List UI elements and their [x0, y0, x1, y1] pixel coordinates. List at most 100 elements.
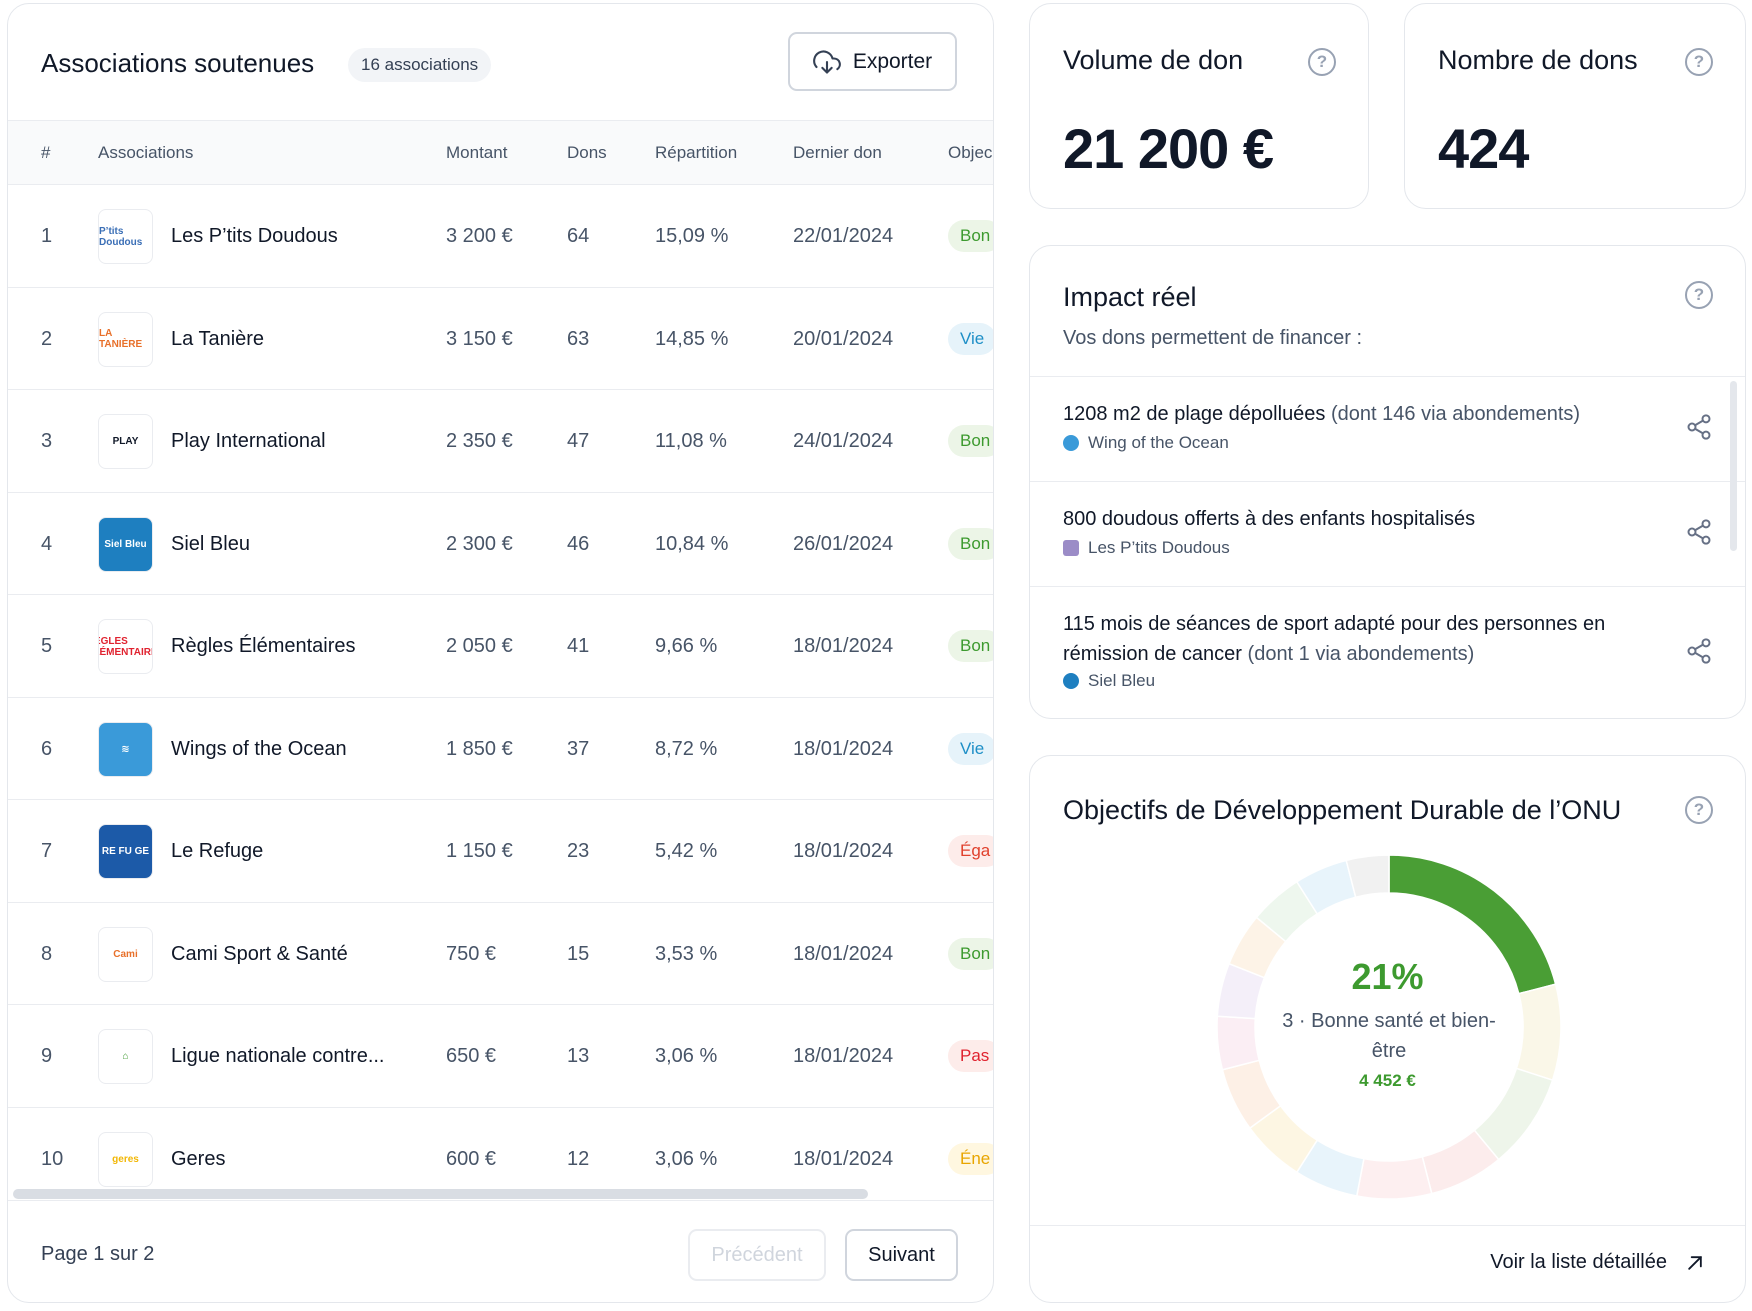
table-row[interactable]: 3 PLAY Play International 2 350 € 47 11,08 % 2… — [8, 390, 993, 493]
previous-page-button[interactable]: Précédent — [688, 1229, 826, 1281]
kpi-volume-card: Volume de don ? 21 200 € — [1029, 3, 1369, 209]
arrow-up-right-icon — [1688, 1255, 1702, 1270]
kpi-volume-title: Volume de don — [1063, 45, 1244, 75]
table-row[interactable]: 8 Cami Cami Sport & Santé 750 € 15 3,53 % 18/0… — [8, 903, 993, 1005]
table-row[interactable]: 4 Siel Bleu Siel Bleu 2 300 € 46 10,84 % 26/01… — [8, 493, 993, 595]
association-name[interactable]: Règles Élémentaires — [171, 635, 356, 657]
sdg-badge: Bon — [948, 937, 993, 970]
org-logo-icon — [1063, 673, 1079, 689]
row-last-donation: 18/01/2024 — [793, 840, 894, 862]
odd-donut-chart[interactable] — [1215, 853, 1563, 1201]
share-icon[interactable] — [1685, 518, 1713, 546]
column-objectif[interactable]: Objec — [948, 143, 993, 162]
share-icon[interactable] — [1685, 413, 1713, 441]
impact-list: 1208 m2 de plage dépolluées (dont 146 vi… — [1030, 376, 1745, 718]
export-label: Exporter — [852, 49, 933, 73]
row-last-donation: 24/01/2024 — [793, 430, 894, 452]
odd-footer: Voir la liste détaillée — [1030, 1225, 1745, 1302]
share-icon[interactable] — [1685, 637, 1713, 665]
table-row[interactable]: 7 RE FU GE Le Refuge 1 150 € 23 5,42 % 18/01/2… — [8, 800, 993, 903]
impact-card: Impact réel ? Vos dons permettent de fin… — [1029, 245, 1746, 719]
row-repartition: 14,85 % — [655, 327, 729, 350]
table-row[interactable]: 5 RÈGLES ÉLÉMENTAIRES Règles Élémentaires 2… — [8, 595, 993, 698]
row-repartition: 11,08 % — [655, 430, 727, 452]
detailed-list-link[interactable]: Voir la liste détaillée — [1490, 1251, 1705, 1274]
table-body: 1 P’tits Doudous Les P’tits Doudous 3 200 €… — [8, 185, 993, 1201]
donut-amount: 4 452 € — [1359, 1071, 1416, 1090]
next-page-button[interactable]: Suivant — [845, 1229, 958, 1281]
association-name[interactable]: Ligue nationale contre... — [171, 1045, 385, 1067]
associations-card: Associations soutenues 16 associations E… — [7, 3, 994, 1303]
help-icon[interactable]: ? — [1685, 48, 1713, 76]
sdg-badge: Éga — [948, 835, 993, 867]
row-dons: 23 — [567, 840, 590, 862]
sdg-badge: Pas — [948, 1040, 993, 1072]
sdg-badge: Vie — [948, 322, 993, 355]
row-dons: 41 — [567, 635, 590, 657]
sdg-badge: Vie — [948, 732, 993, 765]
association-name[interactable]: Cami Sport & Santé — [171, 942, 348, 965]
horizontal-scrollbar[interactable] — [13, 1189, 868, 1199]
detailed-list-label: Voir la liste détaillée — [1490, 1251, 1667, 1273]
org-logo-icon — [1063, 540, 1079, 556]
sdg-badge: Bon — [948, 630, 993, 662]
column-dons[interactable]: Dons — [567, 143, 607, 162]
impact-item: 1208 m2 de plage dépolluées (dont 146 vi… — [1030, 377, 1745, 482]
association-logo: geres — [98, 1131, 153, 1187]
column-dernier-don[interactable]: Dernier don — [793, 143, 882, 162]
row-dons: 15 — [567, 942, 590, 965]
row-rank: 6 — [41, 737, 53, 760]
column-montant[interactable]: Montant — [446, 143, 508, 162]
association-name[interactable]: Geres — [171, 1147, 226, 1170]
export-button[interactable]: Exporter — [788, 32, 957, 91]
row-amount: 650 € — [446, 1045, 497, 1067]
row-dons: 47 — [567, 430, 590, 452]
impact-org-name: Siel Bleu — [1088, 671, 1156, 690]
row-repartition: 3,53 % — [655, 942, 718, 965]
sdg-badge: Bon — [948, 220, 993, 252]
kpi-count-card: Nombre de dons ? 424 — [1404, 3, 1746, 209]
row-rank: 8 — [41, 942, 53, 965]
association-logo: Cami — [98, 926, 153, 982]
table-row[interactable]: 6 ≋ Wings of the Ocean 1 850 € 37 8,72 % 18/01… — [8, 698, 993, 800]
association-logo: P’tits Doudous — [98, 209, 153, 264]
impact-scrollbar[interactable] — [1730, 381, 1737, 551]
column-associations[interactable]: Associations — [98, 143, 194, 162]
associations-table: # Associations Montant Dons Répartition … — [8, 120, 993, 1201]
row-repartition: 15,09 % — [655, 225, 729, 247]
donut-slice[interactable] — [1216, 1015, 1261, 1071]
table-row[interactable]: 1 P’tits Doudous Les P’tits Doudous 3 200 €… — [8, 185, 993, 288]
association-name[interactable]: Le Refuge — [171, 840, 264, 862]
association-name[interactable]: Play International — [171, 430, 326, 452]
row-dons: 13 — [567, 1045, 590, 1067]
row-repartition: 9,66 % — [655, 635, 718, 657]
impact-main: 800 doudous offerts à des enfants hospit… — [1063, 508, 1476, 530]
donut-slice[interactable] — [1355, 1155, 1433, 1200]
association-name[interactable]: La Tanière — [171, 327, 265, 350]
table-row[interactable]: 9 ⌂ Ligue nationale contre... 650 € 13 3,06 %… — [8, 1005, 993, 1108]
column-repartition[interactable]: Répartition — [655, 143, 738, 162]
row-last-donation: 26/01/2024 — [793, 532, 894, 555]
help-icon[interactable]: ? — [1685, 796, 1713, 824]
donut-slice[interactable] — [1345, 854, 1390, 899]
table-row[interactable]: 10 geres Geres 600 € 12 3,06 % 18/01/2024 Éne — [8, 1108, 993, 1201]
help-icon[interactable]: ? — [1685, 281, 1713, 309]
help-icon[interactable]: ? — [1308, 48, 1336, 76]
impact-org: Wing of the Ocean — [1063, 433, 1229, 453]
row-last-donation: 22/01/2024 — [793, 225, 894, 247]
row-amount: 2 350 € — [446, 430, 513, 452]
association-name[interactable]: Siel Bleu — [171, 532, 250, 555]
association-name[interactable]: Les P’tits Doudous — [171, 225, 338, 247]
association-name[interactable]: Wings of the Ocean — [171, 737, 347, 760]
row-amount: 1 850 € — [446, 737, 513, 760]
association-logo: RÈGLES ÉLÉMENTAIRES — [98, 619, 153, 674]
column-rank[interactable]: # — [41, 143, 51, 162]
donut-slice[interactable] — [1515, 983, 1562, 1082]
row-repartition: 10,84 % — [655, 532, 729, 555]
row-last-donation: 18/01/2024 — [793, 1147, 894, 1170]
table-row[interactable]: 2 LA TANIÈRE La Tanière 3 150 € 63 14,85 % 20/… — [8, 288, 993, 390]
impact-org-name: Les P’tits Doudous — [1088, 538, 1230, 557]
row-amount: 750 € — [446, 942, 497, 965]
row-last-donation: 18/01/2024 — [793, 737, 894, 760]
row-rank: 9 — [41, 1045, 53, 1067]
